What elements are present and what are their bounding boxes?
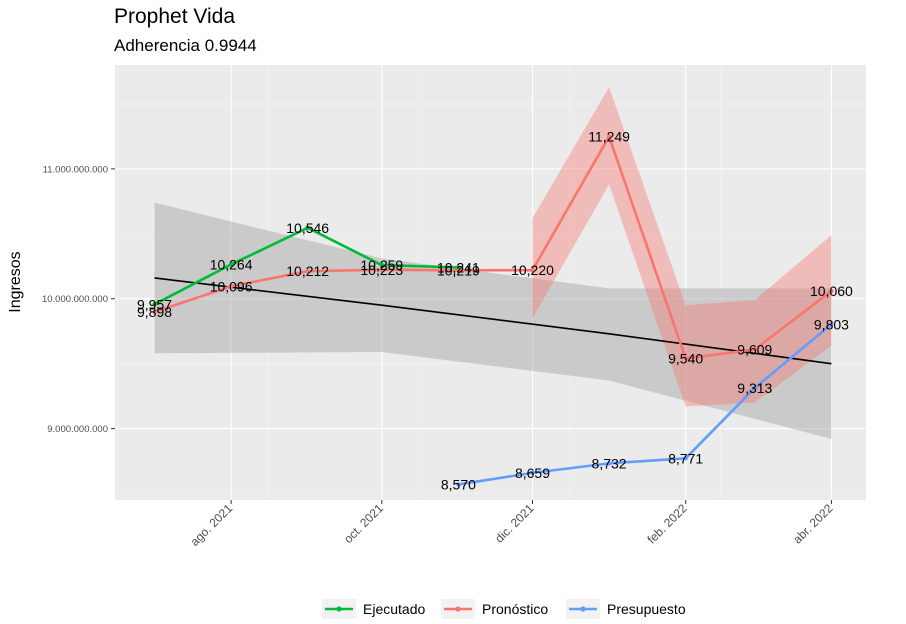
forecast-confidence-band bbox=[532, 87, 832, 407]
data-label-pronostico-7: 9,540 bbox=[668, 350, 703, 366]
point-presupuesto-0 bbox=[456, 482, 461, 487]
x-tick-label-3: feb. 2022 bbox=[644, 501, 690, 547]
legend-key-point-presupuesto bbox=[580, 606, 586, 612]
series-points bbox=[152, 134, 834, 487]
data-label-presupuesto-3: 8,771 bbox=[668, 450, 703, 466]
point-pronostico-7 bbox=[683, 356, 688, 361]
legend-key-point-ejecutado bbox=[336, 606, 342, 612]
point-pronostico-2 bbox=[305, 269, 310, 274]
data-label-pronostico-0: 9,898 bbox=[137, 304, 172, 320]
y-tick-label-1: 10.000.000.000 bbox=[42, 294, 108, 305]
point-pronostico-6 bbox=[606, 134, 612, 139]
point-pronostico-5 bbox=[530, 267, 535, 273]
x-tick-label-2: dic. 2021 bbox=[492, 501, 537, 546]
data-label-presupuesto-0: 8,570 bbox=[441, 476, 476, 492]
data-label-pronostico-3: 10,223 bbox=[360, 262, 403, 278]
point-presupuesto-4 bbox=[752, 385, 758, 391]
data-label-pronostico-6: 11,249 bbox=[588, 129, 630, 145]
data-label-presupuesto-1: 8,659 bbox=[515, 465, 550, 481]
series-line-presupuesto bbox=[458, 323, 833, 486]
data-label-ejecutado-3: 10,259 bbox=[360, 257, 403, 273]
x-tick-label-4: abr. 2022 bbox=[790, 501, 836, 547]
point-presupuesto-3 bbox=[683, 456, 688, 461]
confidence-bands bbox=[154, 87, 832, 439]
legend-label-pronostico: Pronóstico bbox=[482, 601, 548, 617]
chart-subtitle: Adherencia 0.9944 bbox=[114, 36, 257, 55]
data-label-ejecutado-1: 10,264 bbox=[210, 256, 253, 272]
y-axis-title: Ingresos bbox=[7, 251, 24, 312]
data-label-pronostico-1: 10,096 bbox=[210, 278, 253, 294]
point-ejecutado-0 bbox=[152, 302, 157, 307]
trend-line bbox=[154, 277, 832, 365]
x-tick-label-1: oct. 2021 bbox=[341, 501, 386, 546]
legend-key-point-pronostico bbox=[455, 606, 461, 612]
legend-label-ejecutado: Ejecutado bbox=[363, 601, 425, 617]
data-label-pronostico-5: 10,220 bbox=[511, 262, 554, 278]
point-presupuesto-2 bbox=[606, 461, 612, 466]
data-label-presupuesto-2: 8,732 bbox=[592, 455, 627, 471]
point-presupuesto-1 bbox=[530, 470, 535, 476]
point-ejecutado-2 bbox=[305, 225, 310, 231]
data-labels: 9,957 10,264 10,546 10,259 10,241 9,898 10,096… bbox=[137, 129, 853, 493]
x-axis: ago. 2021 oct. 2021 dic. 2021 feb. 2022 abr.… bbox=[188, 500, 836, 549]
point-pronostico-1 bbox=[228, 284, 234, 289]
point-ejecutado-3 bbox=[379, 262, 385, 268]
data-label-presupuesto-4: 9,313 bbox=[737, 380, 772, 396]
data-label-pronostico-8: 9,609 bbox=[737, 342, 772, 358]
x-tick-label-0: ago. 2021 bbox=[188, 501, 236, 549]
plot-panel bbox=[115, 65, 866, 500]
legend: Ejecutado Pronóstico Presupuesto bbox=[322, 599, 686, 619]
data-label-pronostico-4: 10,219 bbox=[437, 262, 480, 278]
point-pronostico-9 bbox=[829, 288, 834, 294]
y-tick-label-2: 11.000.000.000 bbox=[43, 164, 108, 175]
point-pronostico-3 bbox=[379, 267, 385, 272]
trend-confidence-band bbox=[154, 202, 832, 439]
legend-label-presupuesto: Presupuesto bbox=[607, 601, 686, 617]
point-pronostico-0 bbox=[152, 309, 157, 315]
data-label-ejecutado-2: 10,546 bbox=[286, 220, 329, 236]
grid bbox=[115, 65, 866, 500]
data-label-presupuesto-5: 9,803 bbox=[814, 316, 849, 332]
data-label-ejecutado-0: 9,957 bbox=[137, 296, 172, 312]
chart-title: Prophet Vida bbox=[114, 5, 235, 28]
y-tick-label-0: 9.000.000.000 bbox=[47, 424, 108, 435]
point-pronostico-4 bbox=[456, 268, 461, 273]
data-label-pronostico-9: 10,060 bbox=[810, 283, 853, 299]
point-pronostico-8 bbox=[752, 347, 758, 352]
series-line-pronostico bbox=[154, 135, 833, 360]
data-label-ejecutado-4: 10,241 bbox=[437, 259, 480, 275]
point-presupuesto-5 bbox=[829, 322, 834, 327]
point-ejecutado-1 bbox=[228, 262, 234, 267]
data-label-pronostico-2: 10,212 bbox=[286, 263, 329, 279]
y-axis: 9.000.000.000 10.000.000.000 11.000.000.00… bbox=[42, 164, 115, 435]
